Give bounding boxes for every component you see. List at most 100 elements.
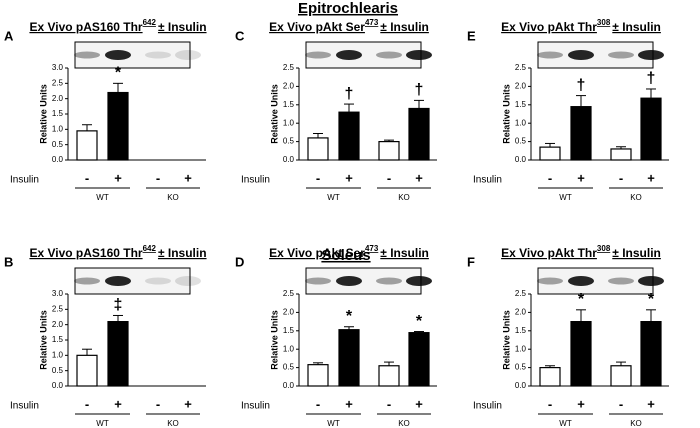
title-text: Ex Vivo pAkt Ser <box>269 20 365 34</box>
y-axis-label: Relative Units <box>269 310 279 370</box>
x-tick-label: + <box>345 170 353 185</box>
y-tick-label: 1.5 <box>283 100 295 109</box>
y-tick-label: 2.0 <box>52 320 64 329</box>
x-tick-label: + <box>114 396 122 411</box>
panel-title: Ex Vivo pAS160 Thr642 ± Insulin <box>29 18 206 34</box>
row-label: Insulin <box>473 401 502 412</box>
x-tick-label: - <box>156 170 160 185</box>
title-superscript: 308 <box>597 244 611 253</box>
y-tick-label: 1.0 <box>283 118 295 127</box>
panel-letter: E <box>467 28 476 43</box>
panel-letter: F <box>467 254 475 269</box>
bar <box>378 141 400 161</box>
title-suffix: ± Insulin <box>158 20 207 34</box>
x-tick-label: + <box>114 170 122 185</box>
title-text: Ex Vivo pAS160 Thr <box>29 246 142 260</box>
blot-band <box>537 51 563 59</box>
y-axis-label: Relative Units <box>38 310 48 370</box>
y-axis-label: Relative Units <box>269 84 279 144</box>
x-tick-label: + <box>415 396 423 411</box>
panel-title: Ex Vivo pAkt Thr308 ± Insulin <box>501 18 661 34</box>
x-tick-label: + <box>647 396 655 411</box>
blot-band <box>568 276 594 286</box>
x-tick-label: - <box>619 396 623 411</box>
bar <box>338 329 360 387</box>
y-tick-label: 0.0 <box>515 381 527 390</box>
blot <box>537 41 654 69</box>
blot <box>74 41 191 69</box>
y-tick-label: 1.0 <box>283 344 295 353</box>
x-tick-label: - <box>316 170 320 185</box>
y-tick-label: 1.5 <box>515 100 527 109</box>
title-suffix: ± Insulin <box>380 246 429 260</box>
bar <box>378 365 400 387</box>
group-label: KO <box>398 193 410 202</box>
y-tick-label: 0.5 <box>515 137 527 146</box>
y-tick-label: 2.0 <box>283 308 295 317</box>
y-tick-label: 3.0 <box>52 63 64 72</box>
title-superscript: 473 <box>365 18 379 27</box>
panel-letter: A <box>4 28 14 43</box>
bar <box>539 367 561 387</box>
y-tick-label: 0.5 <box>515 363 527 372</box>
x-tick-label: - <box>156 396 160 411</box>
blot-band <box>638 50 664 60</box>
x-tick-label: - <box>387 396 391 411</box>
bar <box>76 130 98 161</box>
y-tick-label: 1.0 <box>515 118 527 127</box>
title-text: Ex Vivo pAkt Thr <box>501 246 597 260</box>
y-tick-label: 0.0 <box>283 381 295 390</box>
blot <box>74 267 191 295</box>
panel-letter: C <box>235 28 245 43</box>
significance-marker: * <box>578 291 585 308</box>
section-title: Soleus <box>321 247 370 264</box>
group-label: WT <box>327 419 340 428</box>
bar <box>610 365 632 387</box>
panel-title: Ex Vivo pAkt Ser473 ± Insulin <box>269 244 429 260</box>
blot-band <box>74 51 100 59</box>
bar <box>307 137 329 161</box>
title-superscript: 308 <box>597 18 611 27</box>
blot-band <box>305 277 331 285</box>
blot <box>305 267 422 295</box>
blot-band <box>105 50 131 60</box>
blot-band <box>175 50 201 60</box>
y-tick-label: 2.0 <box>515 82 527 91</box>
y-tick-label: 0.5 <box>283 363 295 372</box>
x-tick-label: - <box>85 170 89 185</box>
title-superscript: 642 <box>143 18 157 27</box>
group-label: KO <box>630 419 642 428</box>
blot-band <box>406 276 432 286</box>
bar <box>408 332 430 387</box>
bar <box>570 106 592 161</box>
blot-band <box>376 51 402 59</box>
bar <box>76 354 98 387</box>
x-tick-label: + <box>647 170 655 185</box>
y-tick-label: 2.5 <box>283 63 295 72</box>
y-tick-label: 0.0 <box>52 381 64 390</box>
row-label: Insulin <box>241 401 270 412</box>
bar <box>107 321 129 387</box>
blot-band <box>608 51 634 59</box>
x-tick-label: + <box>577 396 585 411</box>
blot <box>305 41 422 69</box>
x-tick-label: - <box>85 396 89 411</box>
row-label: Insulin <box>241 175 270 186</box>
row-label: Insulin <box>473 175 502 186</box>
significance-marker: ‡ <box>114 297 123 314</box>
title-text: Ex Vivo pAS160 Thr <box>29 20 142 34</box>
x-tick-label: + <box>577 170 585 185</box>
x-tick-label: - <box>548 396 552 411</box>
blot-band <box>74 277 100 285</box>
bar <box>107 91 129 161</box>
x-tick-label: - <box>548 170 552 185</box>
blot-band <box>175 276 201 286</box>
blot-band <box>376 277 402 285</box>
panel-letter: B <box>4 254 13 269</box>
blot-band <box>336 50 362 60</box>
y-tick-label: 0.5 <box>52 140 64 149</box>
panel-title: Ex Vivo pAkt Thr308 ± Insulin <box>501 244 661 260</box>
bar <box>570 321 592 387</box>
bar <box>640 97 662 161</box>
